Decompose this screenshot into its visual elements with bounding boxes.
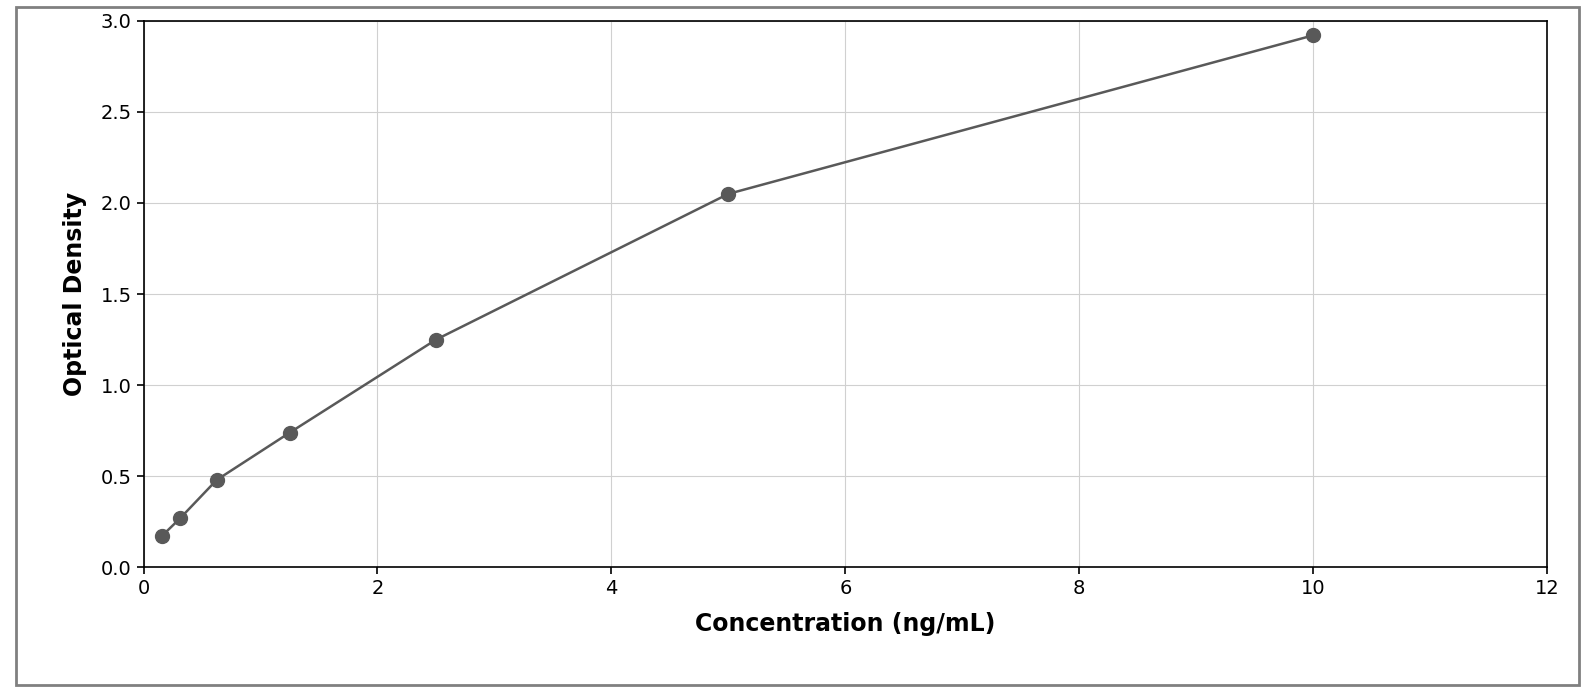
Point [1300,30,1325,41]
Point [204,475,230,486]
Y-axis label: Optical Density: Optical Density [62,192,86,396]
Point [148,531,174,542]
Point [716,188,742,199]
Point [423,334,448,345]
Point [167,513,193,524]
Point [278,427,303,438]
X-axis label: Concentration (ng/mL): Concentration (ng/mL) [695,612,995,636]
